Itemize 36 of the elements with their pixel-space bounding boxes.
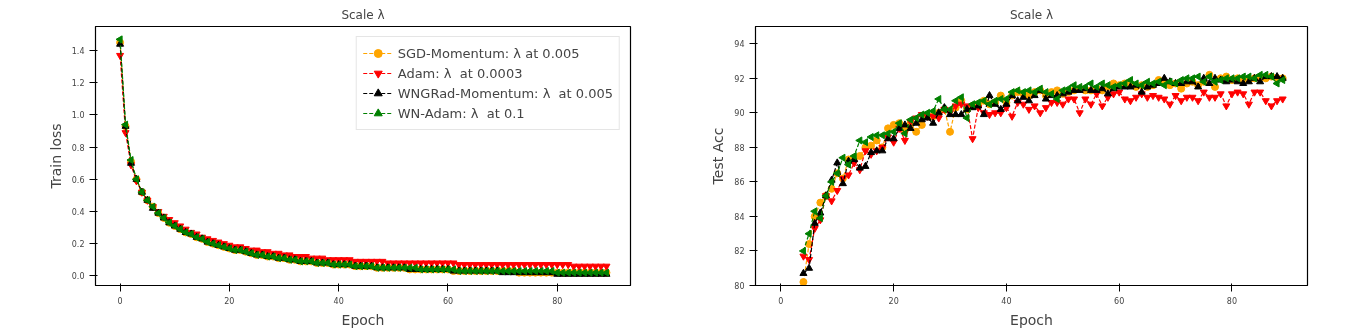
x-tick-label: 60 (442, 296, 454, 306)
x-tick-label: 20 (224, 296, 235, 306)
y-tick-label: 1.2 (71, 79, 85, 89)
y-tick-label: 90 (734, 109, 745, 119)
y-tick-label: 84 (734, 212, 745, 222)
x-tick-label: 40 (1001, 296, 1012, 306)
legend-label: SGD-Momentum: λ at 0.005 (397, 44, 580, 62)
legend-label: WN-Adam: λ at 0.1 (397, 104, 525, 122)
x-tick-label: 60 (1114, 296, 1125, 306)
y-tick-label: 1.0 (71, 111, 85, 121)
y-tick-label: 1.4 (71, 47, 85, 57)
chart-title: Scale λ (341, 7, 385, 22)
y-tick-label: 0.6 (71, 175, 85, 185)
x-tick-label: 80 (1226, 296, 1238, 306)
x-tick-label: 80 (552, 296, 563, 306)
x-tick-label: 20 (888, 296, 899, 306)
y-tick-label: 0.4 (71, 208, 85, 217)
y-axis-title: Train loss (47, 123, 64, 190)
x-tick-label: 40 (333, 296, 344, 306)
y-tick-label: 0.0 (71, 272, 85, 282)
x-axis-title: Epoch (341, 311, 385, 328)
legend-label: WNGRad-Momentum: λ at 0.005 (397, 84, 613, 102)
y-tick-label: 0.2 (71, 240, 85, 250)
y-axis-title: Test Acc (710, 127, 727, 186)
x-tick-label: 0 (117, 296, 123, 306)
y-tick-label: 92 (734, 74, 745, 84)
y-tick-label: 88 (734, 143, 745, 153)
x-tick-label: 0 (778, 296, 784, 306)
y-tick-label: 0.8 (71, 143, 85, 153)
legend-label: Adam: λ at 0.0003 (397, 64, 523, 82)
x-axis-title: Epoch (1010, 311, 1053, 328)
y-tick-label: 82 (734, 247, 745, 257)
y-tick-label: 86 (734, 178, 745, 188)
y-tick-label: 80 (734, 282, 745, 291)
y-tick-label: 94 (734, 40, 745, 50)
chart-title: Scale λ (1009, 7, 1054, 22)
